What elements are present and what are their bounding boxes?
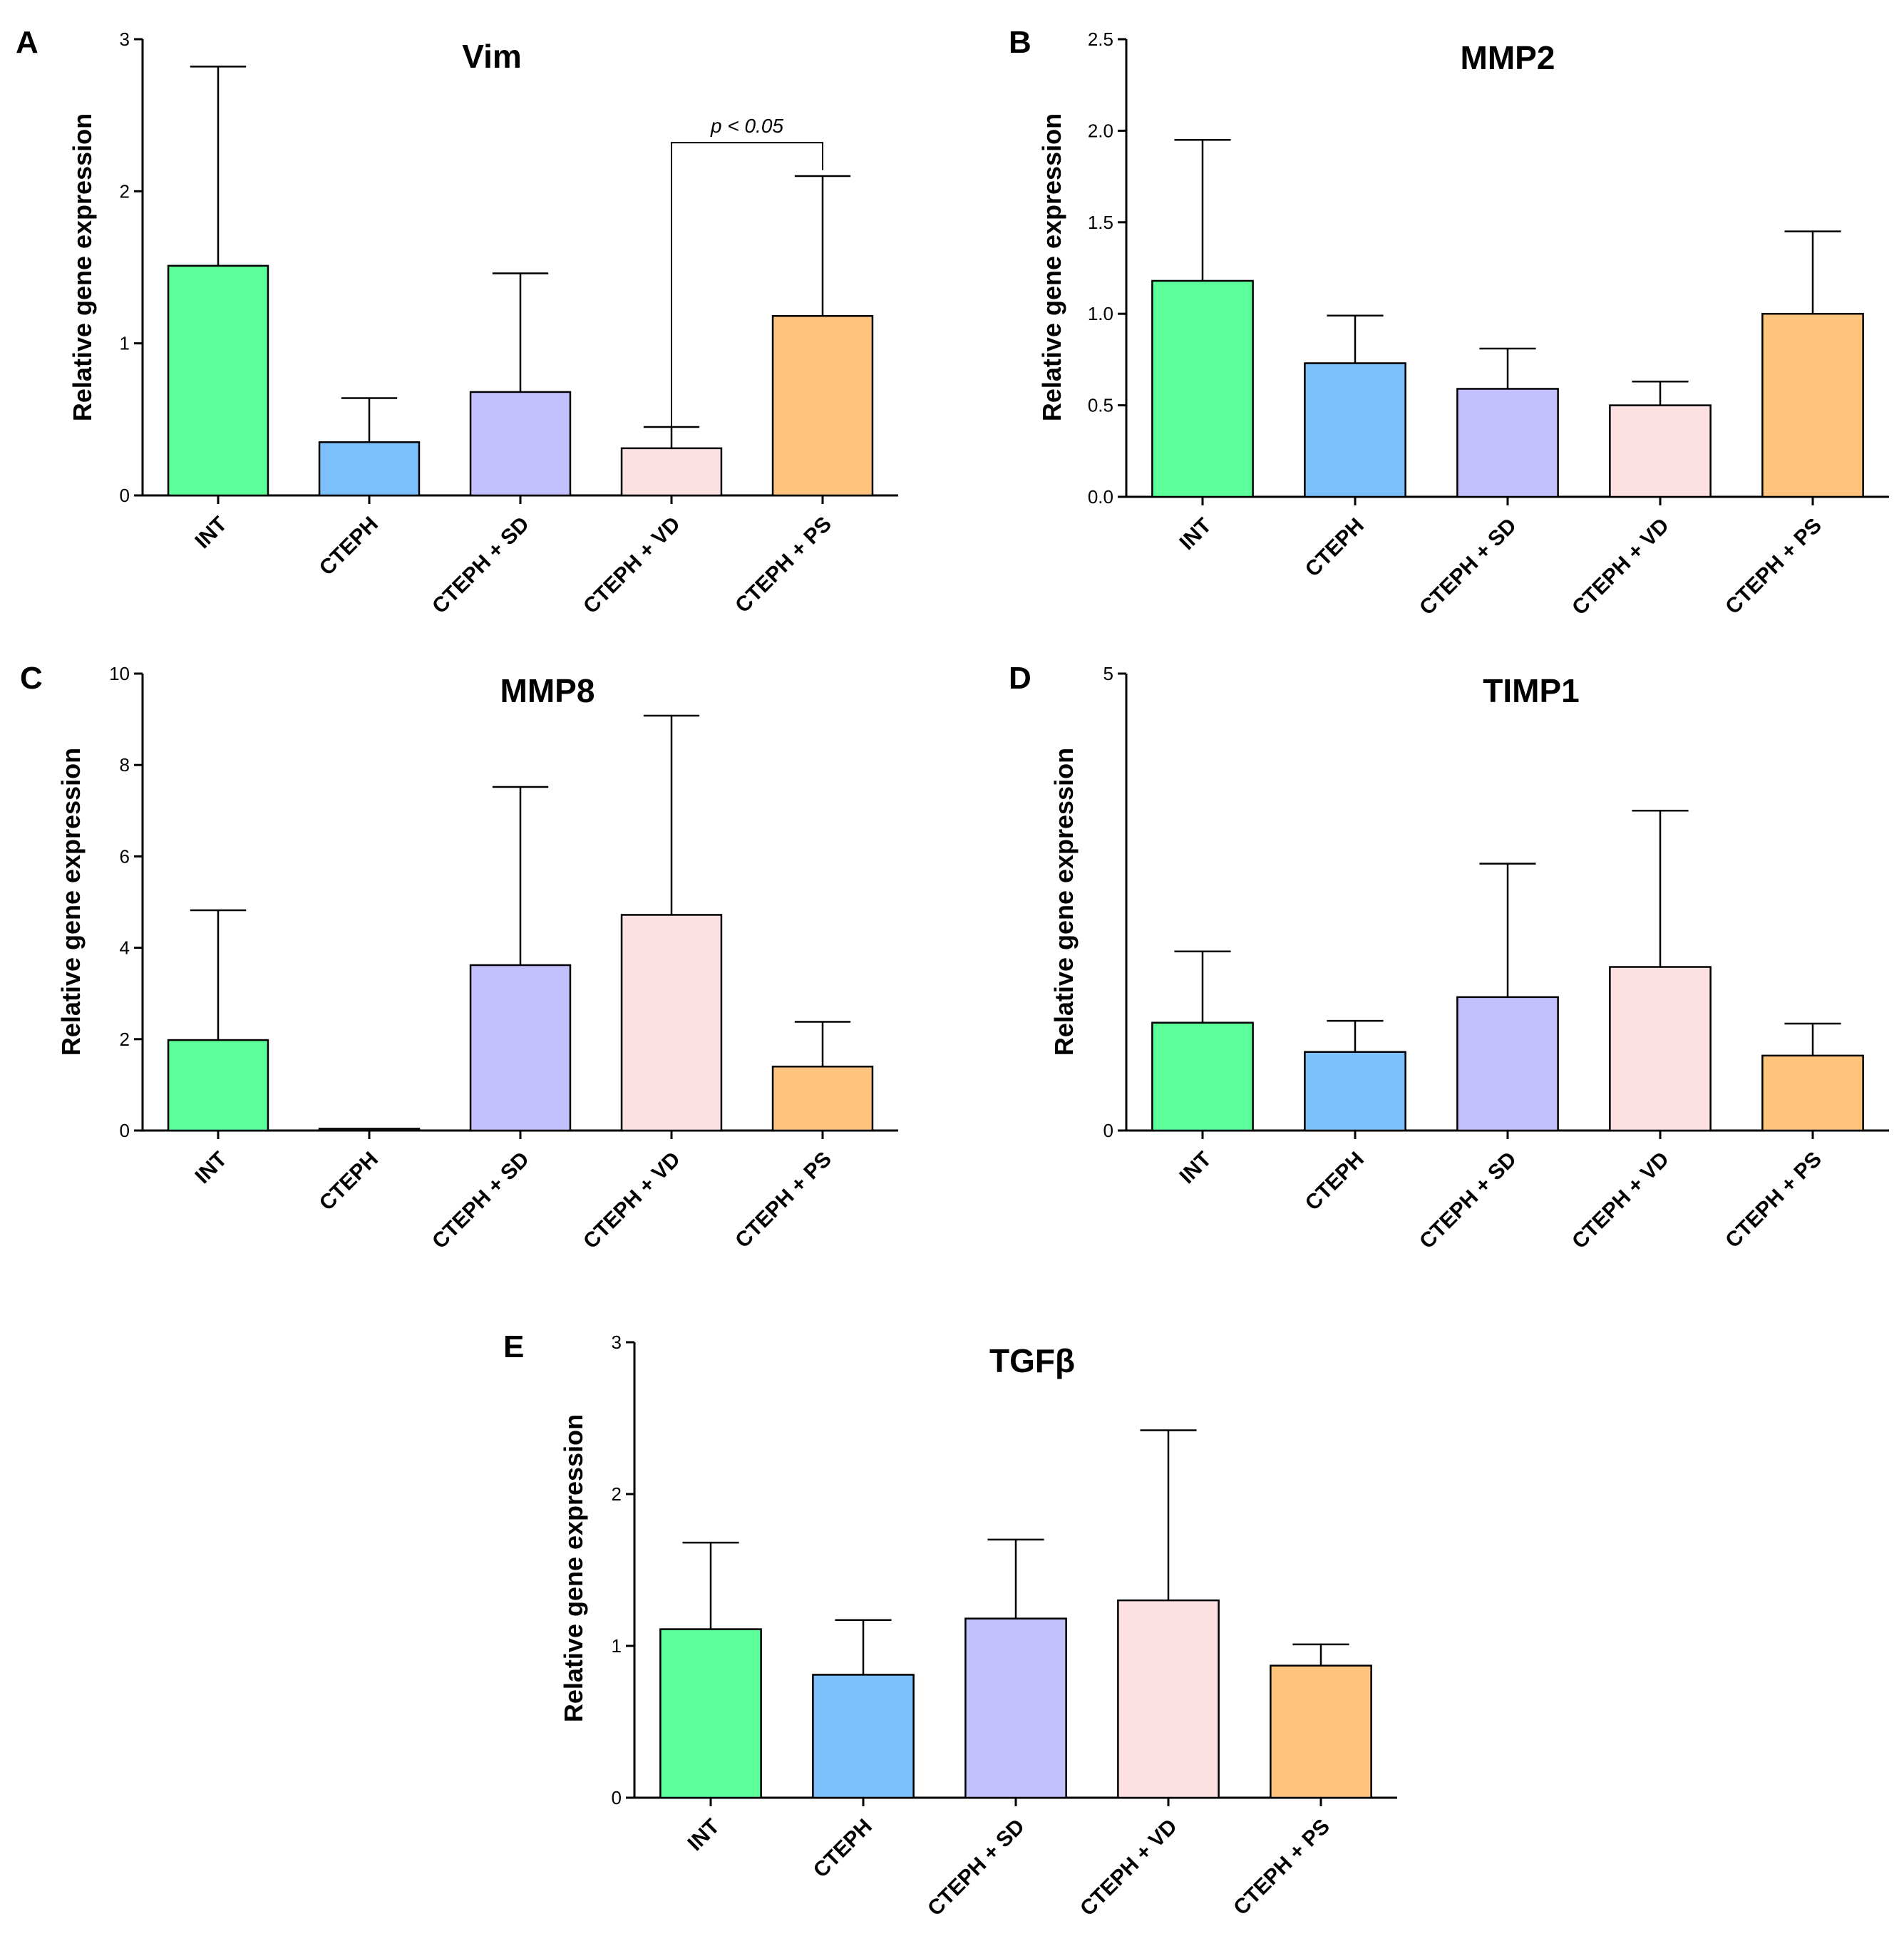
chart-panel-b: B MMP2 Relative gene expression 0.0 0.5 1.0 1.… — [1009, 25, 1889, 619]
bar-cteph-vd — [1609, 966, 1712, 1132]
category-label: CTEPH + PS — [1721, 514, 1826, 619]
y-axis-label: Relative gene expression — [56, 748, 86, 1056]
bar-cteph-vd — [620, 447, 723, 497]
y-tick-label: 1 — [120, 333, 130, 354]
y-tick-label: 2 — [612, 1483, 622, 1505]
bar-int — [659, 1628, 762, 1799]
category-label: INT — [1175, 514, 1216, 555]
y-tick-label: 3 — [612, 1332, 622, 1353]
category-label: CTEPH — [1301, 514, 1369, 582]
y-tick-label: 0 — [120, 1120, 130, 1141]
category-label: CTEPH + PS — [731, 513, 836, 618]
y-tick-label: 0.5 — [1088, 395, 1113, 416]
bar-cteph-sd — [1456, 996, 1559, 1132]
category-label: CTEPH — [315, 1148, 383, 1215]
chart-panel-c: C MMP8 Relative gene expression 0 2 4 6 8 10 INT C… — [20, 661, 898, 1253]
bar-cteph-vd — [1117, 1599, 1220, 1799]
bar-cteph — [318, 441, 421, 497]
bar-cteph — [1304, 362, 1406, 498]
category-label: CTEPH + VD — [579, 513, 685, 619]
bar-cteph — [318, 1128, 421, 1132]
bar-cteph-sd — [469, 964, 572, 1132]
y-tick-label: 0.0 — [1088, 486, 1113, 508]
y-tick-label: 1.0 — [1088, 303, 1113, 324]
category-label: CTEPH — [1301, 1148, 1369, 1215]
bar-cteph — [812, 1674, 915, 1799]
y-tick-label: 1 — [612, 1635, 622, 1657]
bar-cteph-vd — [620, 914, 723, 1132]
chart-title: MMP2 — [1461, 39, 1555, 76]
y-tick-label: 0 — [1103, 1120, 1113, 1141]
bar-cteph-vd — [1609, 404, 1712, 498]
y-tick-label: 2 — [120, 180, 130, 202]
y-axis-label: Relative gene expression — [1037, 113, 1066, 421]
panel-letter: D — [1009, 661, 1031, 696]
chart-title: Vim — [462, 38, 522, 75]
category-label: CTEPH + PS — [1229, 1815, 1334, 1920]
category-label: CTEPH — [809, 1815, 877, 1883]
bar-cteph-ps — [771, 1066, 874, 1132]
chart-panel-d: D TIMP1 Relative gene expression 0 5 INT CTEPH… — [1009, 661, 1889, 1253]
category-label: CTEPH + VD — [1076, 1815, 1182, 1921]
y-axis-label: Relative gene expression — [68, 113, 97, 421]
bar-cteph-ps — [1761, 1054, 1864, 1132]
bar-int — [1151, 279, 1254, 498]
y-tick-label: 0 — [120, 485, 130, 506]
bar-int — [167, 1039, 269, 1132]
category-label: INT — [190, 1148, 232, 1189]
bar-cteph-ps — [1270, 1664, 1372, 1799]
category-label: CTEPH + PS — [731, 1148, 836, 1253]
category-label: CTEPH + PS — [1721, 1148, 1826, 1253]
y-tick-label: 2 — [120, 1029, 130, 1050]
y-tick-label: 0 — [612, 1787, 622, 1808]
y-tick-label: 1.5 — [1088, 212, 1113, 233]
bar-cteph-ps — [1761, 312, 1864, 498]
bar-cteph — [1304, 1051, 1406, 1132]
panel-letter: C — [20, 661, 43, 696]
category-label: CTEPH + SD — [1415, 1148, 1521, 1254]
y-tick-label: 8 — [120, 754, 130, 776]
y-axis-label: Relative gene expression — [559, 1414, 588, 1722]
bar-cteph-sd — [964, 1617, 1067, 1799]
panel-letter: A — [16, 25, 38, 60]
category-label: INT — [190, 513, 232, 554]
category-label: CTEPH + SD — [923, 1815, 1029, 1921]
y-tick-label: 5 — [1103, 663, 1113, 684]
chart-panel-e: E TGFβ Relative gene expression 0 1 2 3 INT CTEP… — [503, 1329, 1397, 1920]
category-label: CTEPH + SD — [428, 513, 534, 619]
chart-title: TIMP1 — [1483, 672, 1579, 709]
bar-int — [167, 264, 269, 497]
bar-int — [1151, 1021, 1254, 1132]
y-tick-label: 2.5 — [1088, 29, 1113, 50]
category-label: INT — [1175, 1148, 1216, 1189]
category-label: CTEPH + VD — [579, 1148, 685, 1254]
y-tick-label: 3 — [120, 29, 130, 50]
y-tick-label: 4 — [120, 937, 130, 959]
bar-cteph-ps — [771, 315, 874, 497]
chart-title: TGFβ — [989, 1342, 1075, 1379]
category-label: CTEPH — [315, 513, 383, 580]
panel-letter: E — [503, 1329, 524, 1364]
category-label: INT — [683, 1815, 724, 1856]
significance-bracket — [671, 142, 823, 427]
chart-title: MMP8 — [500, 672, 595, 709]
bar-cteph-sd — [469, 391, 572, 497]
y-axis-label: Relative gene expression — [1049, 748, 1079, 1056]
category-label: CTEPH + SD — [1415, 514, 1521, 620]
category-label: CTEPH + SD — [428, 1148, 534, 1254]
y-tick-label: 10 — [109, 663, 130, 684]
bar-cteph-sd — [1456, 388, 1559, 498]
significance-label: p < 0.05 — [710, 115, 783, 137]
category-label: CTEPH + VD — [1568, 1148, 1674, 1254]
category-label: CTEPH + VD — [1568, 514, 1674, 620]
chart-panel-a: A Vim Relative gene expression 0 1 2 3 INT CTEPH… — [16, 25, 898, 618]
panel-letter: B — [1009, 25, 1031, 60]
y-tick-label: 2.0 — [1088, 120, 1113, 141]
y-tick-label: 6 — [120, 845, 130, 867]
